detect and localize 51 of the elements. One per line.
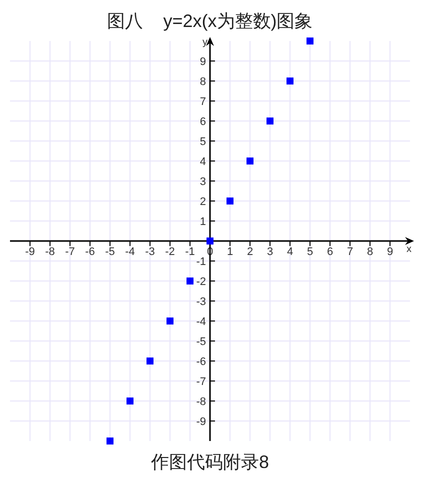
x-tick-label: 7 [346,246,354,258]
y-tick-label: 8 [200,76,206,88]
point [106,438,114,444]
point [166,318,174,324]
y-tick-label: 1 [200,216,206,228]
point [186,278,194,284]
y-axis-title: y [202,37,208,48]
y-tick-label: -4 [196,316,206,328]
text: 作图代码附录8 [150,452,270,472]
y-tick-label: 6 [200,116,206,128]
y-tick-label: -2 [196,276,206,288]
y-tick-label: -7 [196,376,206,388]
y-tick-label: 3 [200,176,206,188]
x-tick-label: -3 [145,246,155,258]
x-tick-label: -8 [45,246,55,258]
y-tick-label: -9 [196,416,206,428]
x-axis-title: x [406,244,412,255]
x-tick-label: -7 [65,246,75,258]
y-tick-label: -1 [196,256,206,268]
x-tick-label: -4 [125,246,135,258]
y-tick-label: 7 [200,96,206,108]
point [266,118,274,124]
x-tick-label: -6 [85,246,95,258]
point [226,198,234,204]
point [286,78,294,84]
x-tick-label: 9 [386,246,394,258]
y-tick-label: -8 [196,396,206,408]
y-tick-label: 2 [200,196,206,208]
x-tick-label: 8 [366,246,374,258]
x-tick-label: -2 [165,246,175,258]
x-tick-label: -9 [25,246,35,258]
point [146,358,154,364]
y-tick-label: 5 [200,136,206,148]
x-tick-label: 6 [326,246,334,258]
point [246,158,254,164]
point [306,38,314,44]
chart-title: 图八 y=2x(x为整数)图象 [107,11,313,31]
x-tick-label: 4 [286,246,294,258]
x-tick-label: 5 [306,246,314,258]
y-tick-label: -6 [196,356,206,368]
point [126,398,134,404]
y-tick-label: -5 [196,336,206,348]
y-tick-label: -3 [196,296,206,308]
y-tick-label: 9 [200,56,206,68]
x-tick-label: -1 [185,246,195,258]
x-tick-label: 3 [266,246,274,258]
x-tick-label: 2 [246,246,254,258]
point [206,238,214,244]
x-tick-label: -5 [105,246,115,258]
y-tick-label: 4 [200,156,206,168]
x-tick-label: 1 [226,246,234,258]
